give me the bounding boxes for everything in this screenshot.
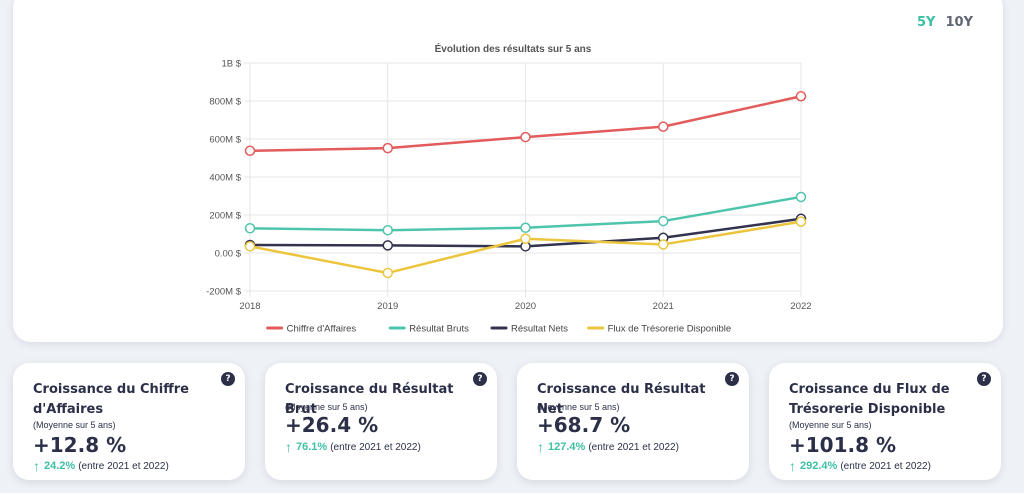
- legend-label: Résultat Bruts: [409, 324, 469, 335]
- kpi-subtitle: (Moyenne sur 5 ans): [33, 420, 116, 430]
- data-point: [382, 267, 393, 279]
- period-5y-button[interactable]: 5Y: [917, 15, 936, 30]
- period-toggle: 5Y 10Y: [917, 15, 973, 30]
- x-tick-label: 2019: [377, 301, 398, 312]
- kpi-value: +101.8 %: [789, 433, 897, 457]
- y-tick-label: 0.00 $: [215, 249, 242, 260]
- data-point: [244, 241, 256, 252]
- kpi-card-net-result: ? Croissance du Résultat Net (Moyenne su…: [517, 363, 749, 480]
- results-line-chart: Évolution des résultats sur 5 ans 1B $ 80…: [206, 42, 811, 335]
- kpi-growth-note: (entre 2021 et 2022): [78, 460, 169, 472]
- x-tick-label: 2018: [239, 301, 260, 312]
- kpi-card-gross-result: ? Croissance du Résultat Brut (Moyenne s…: [265, 363, 497, 480]
- kpi-title: Croissance du Chiffre d'Affaires: [33, 382, 189, 417]
- kpi-growth: ↑ 127.4% (entre 2021 et 2022): [537, 439, 679, 455]
- kpi-growth-percent: 76.1%: [296, 441, 328, 453]
- data-point: [520, 131, 531, 143]
- chart-title: Évolution des résultats sur 5 ans: [435, 42, 592, 55]
- kpi-growth: ↑ 292.4% (entre 2021 et 2022): [789, 458, 931, 474]
- y-tick-label: 400M $: [209, 173, 241, 184]
- chart-card: 5Y 10Y: [13, 0, 1003, 342]
- data-point: [244, 145, 256, 157]
- data-point: [520, 233, 531, 244]
- help-icon[interactable]: ?: [473, 372, 487, 386]
- legend-label: Chiffre d'Affaires: [287, 324, 357, 335]
- kpi-title: Croissance du Résultat Brut: [285, 382, 454, 417]
- kpi-growth: ↑ 76.1% (entre 2021 et 2022): [285, 439, 421, 455]
- kpi-growth-percent: 24.2%: [44, 460, 76, 472]
- data-point: [795, 216, 807, 227]
- data-point: [382, 240, 393, 251]
- x-tick-label: 2022: [790, 301, 811, 312]
- data-point: [795, 191, 807, 203]
- kpi-value: +68.7 %: [537, 413, 631, 437]
- data-point: [382, 142, 393, 154]
- help-icon[interactable]: ?: [221, 372, 235, 386]
- kpi-growth-note: (entre 2021 et 2022): [330, 441, 421, 453]
- arrow-up-icon: ↑: [33, 458, 40, 474]
- y-tick-label: 800M $: [209, 97, 241, 108]
- data-point: [244, 223, 256, 234]
- kpi-growth-note: (entre 2021 et 2022): [840, 460, 931, 472]
- kpi-card-revenue: ? Croissance du Chiffre d'Affaires (Moye…: [13, 363, 245, 480]
- kpi-title: Croissance du Flux de Trésorerie Disponi…: [789, 382, 950, 417]
- kpi-card-free-cash-flow: ? Croissance du Flux de Trésorerie Dispo…: [769, 363, 1001, 480]
- help-icon[interactable]: ?: [725, 372, 739, 386]
- legend-label: Résultat Nets: [511, 324, 568, 335]
- kpi-growth: ↑ 24.2% (entre 2021 et 2022): [33, 458, 169, 474]
- legend-label: Flux de Trésorerie Disponible: [608, 324, 732, 335]
- period-10y-button[interactable]: 10Y: [945, 15, 973, 30]
- data-point: [658, 215, 669, 227]
- kpi-subtitle: (Moyenne sur 5 ans): [789, 420, 872, 430]
- kpi-value: +12.8 %: [33, 433, 127, 457]
- arrow-up-icon: ↑: [285, 439, 292, 455]
- arrow-up-icon: ↑: [537, 439, 544, 455]
- y-tick-label: 200M $: [209, 211, 241, 222]
- y-tick-label: 600M $: [209, 135, 241, 146]
- data-point: [382, 224, 393, 236]
- y-tick-label: -200M $: [206, 287, 242, 298]
- kpi-growth-percent: 127.4%: [548, 441, 586, 453]
- data-point: [658, 239, 669, 250]
- kpi-growth-percent: 292.4%: [800, 460, 838, 472]
- kpi-value: +26.4 %: [285, 413, 379, 437]
- data-point: [795, 91, 807, 102]
- help-icon[interactable]: ?: [977, 372, 991, 386]
- x-tick-label: 2020: [515, 301, 536, 312]
- kpi-growth-note: (entre 2021 et 2022): [588, 441, 679, 453]
- x-tick-label: 2021: [653, 301, 674, 312]
- data-point: [658, 121, 669, 132]
- kpi-subtitle: (Moyenne sur 5 ans): [285, 402, 368, 412]
- kpi-title: Croissance du Résultat Net: [537, 382, 706, 417]
- arrow-up-icon: ↑: [789, 458, 796, 474]
- data-point: [520, 222, 531, 233]
- y-tick-label: 1B $: [221, 59, 241, 70]
- kpi-subtitle: (Moyenne sur 5 ans): [537, 402, 620, 412]
